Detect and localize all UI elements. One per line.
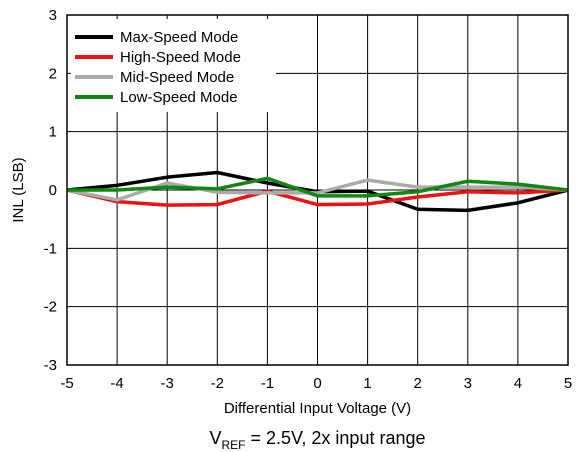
y-tick-label: -3 bbox=[44, 357, 57, 374]
legend: Max-Speed Mode High-Speed Mode Mid-Speed M… bbox=[71, 19, 276, 112]
y-tick-label: -1 bbox=[44, 240, 57, 257]
y-tick-label: -2 bbox=[44, 299, 57, 316]
y-tick-label: 2 bbox=[49, 65, 57, 82]
x-tick-label: 4 bbox=[514, 375, 522, 392]
x-tick-label: -3 bbox=[161, 375, 174, 392]
x-tick-label: -1 bbox=[261, 375, 274, 392]
series-line bbox=[67, 176, 569, 198]
x-tick-labels: -5 -4 -3 -2 -1 0 1 2 3 4 5 bbox=[60, 375, 572, 392]
x-tick-label: 5 bbox=[564, 375, 572, 392]
caption: VREF = 2.5V, 2x input range bbox=[210, 428, 426, 452]
y-tick-label: 3 bbox=[49, 7, 57, 24]
x-tick-label: 2 bbox=[414, 375, 422, 392]
y-tick-labels: -3 -2 -1 0 1 2 3 bbox=[44, 7, 57, 374]
x-tick-label: 3 bbox=[464, 375, 472, 392]
series-layer bbox=[66, 170, 569, 213]
plot-frame bbox=[66, 14, 569, 366]
legend-label: High-Speed Mode bbox=[120, 49, 241, 66]
y-axis-label: INL (LSB) bbox=[10, 157, 27, 222]
x-tick-label: -5 bbox=[60, 375, 73, 392]
legend-label: Low-Speed Mode bbox=[120, 89, 238, 106]
x-tick-label: -2 bbox=[211, 375, 224, 392]
legend-label: Max-Speed Mode bbox=[120, 29, 238, 46]
series-line bbox=[66, 188, 569, 207]
x-tick-label: -4 bbox=[110, 375, 123, 392]
x-tick-label: 0 bbox=[313, 375, 321, 392]
legend-label: Mid-Speed Mode bbox=[120, 69, 234, 86]
caption-prefix: V bbox=[210, 428, 222, 448]
y-tick-label: 0 bbox=[49, 182, 57, 199]
x-axis-label: Differential Input Voltage (V) bbox=[224, 400, 411, 417]
caption-subscript: REF bbox=[222, 438, 246, 452]
caption-suffix: = 2.5V, 2x input range bbox=[246, 428, 426, 448]
y-tick-label: 1 bbox=[49, 124, 57, 141]
x-tick-label: 1 bbox=[363, 375, 371, 392]
